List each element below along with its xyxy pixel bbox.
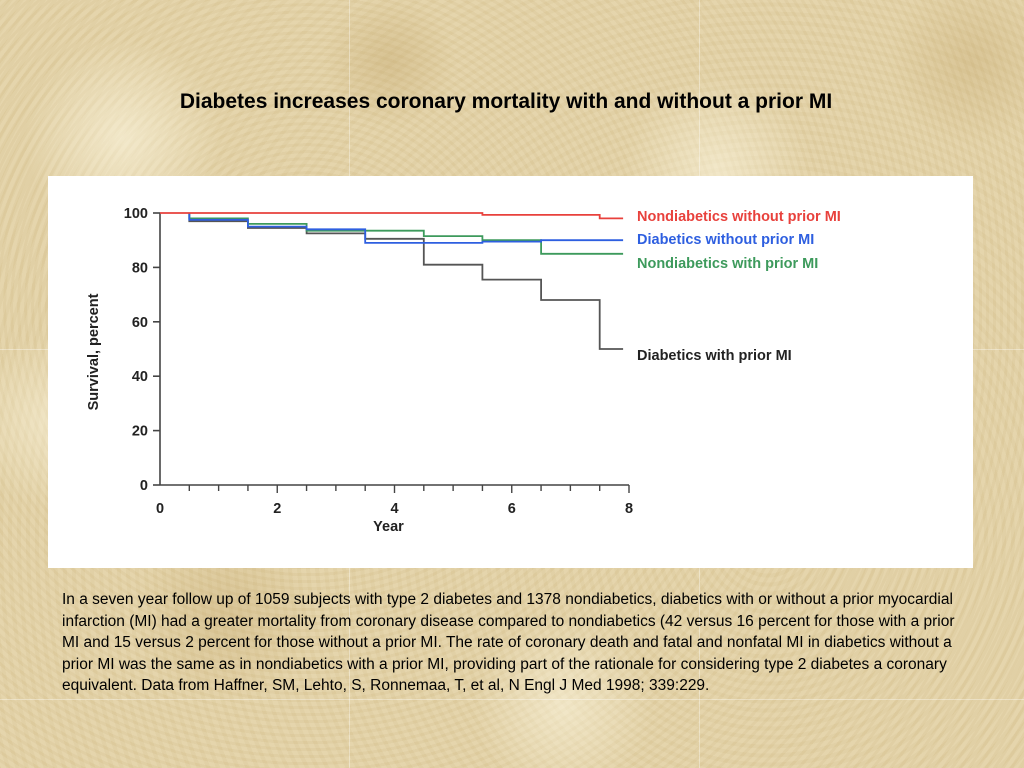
x-tick-label: 6 xyxy=(508,501,516,517)
y-tick-label: 80 xyxy=(132,260,148,276)
slide-title: Diabetes increases coronary mortality wi… xyxy=(179,90,833,113)
series-line-2 xyxy=(188,213,624,255)
x-tick-label: 2 xyxy=(273,501,281,517)
y-tick-label: 60 xyxy=(132,315,148,331)
x-tick-label: 4 xyxy=(390,501,398,517)
y-tick-label: 100 xyxy=(124,206,148,222)
legend-label-1: Diabetics without prior MI xyxy=(637,232,814,248)
legend-label-3: Diabetics with prior MI xyxy=(637,348,792,364)
y-tick-label: 20 xyxy=(132,424,148,440)
legend-label-0: Nondiabetics without prior MI xyxy=(637,209,841,225)
survival-chart: 0 20 40 60 80 100 0 2 4 6 8 Year Survival, percent No… xyxy=(48,176,973,568)
series-line-1 xyxy=(188,213,624,244)
y-tick-label: 40 xyxy=(132,369,148,385)
y-axis-title: Survival, percent xyxy=(86,293,102,410)
series-line-0 xyxy=(160,212,624,220)
x-tick-label: 8 xyxy=(625,501,633,517)
legend-label-2: Nondiabetics with prior MI xyxy=(637,256,818,272)
slide-caption: In a seven year follow up of 1059 subjec… xyxy=(62,591,955,694)
x-tick-label: 0 xyxy=(156,501,164,517)
chart-svg: 0 20 40 60 80 100 0 2 4 6 8 Year Survival, percent No… xyxy=(86,206,841,535)
y-tick-label: 0 xyxy=(140,478,148,494)
series-line-3 xyxy=(188,213,624,350)
x-axis-title: Year xyxy=(373,519,404,535)
